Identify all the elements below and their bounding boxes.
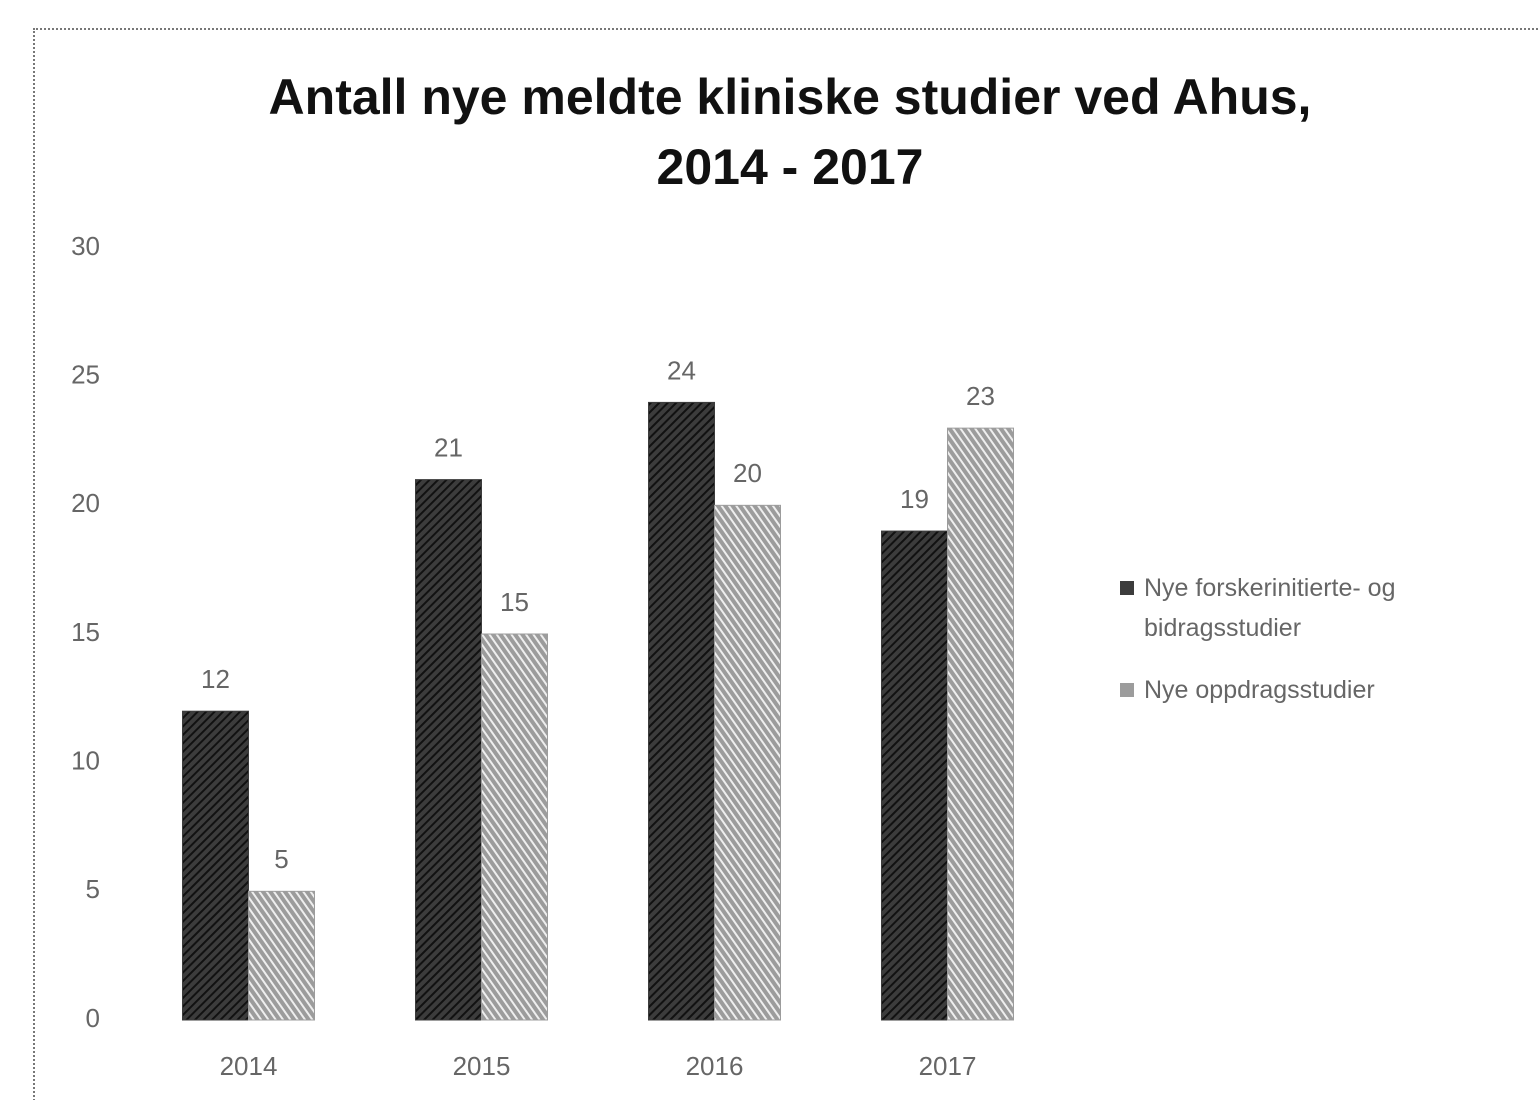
y-tick-label: 15 [71, 617, 100, 647]
data-label: 20 [733, 458, 762, 488]
legend-swatch [1120, 683, 1134, 697]
data-label: 24 [667, 355, 696, 385]
bar [182, 710, 249, 1021]
y-tick-label: 30 [71, 231, 100, 261]
x-tick-label: 2016 [686, 1051, 744, 1081]
bar [415, 479, 482, 1021]
y-tick-label: 5 [86, 874, 100, 904]
data-label: 19 [900, 484, 929, 514]
chart-frame [33, 28, 1540, 1100]
bar [714, 504, 781, 1021]
chart-title: Antall nye meldte kliniske studier ved A… [268, 69, 1312, 195]
bar [481, 633, 548, 1021]
bar [947, 427, 1014, 1021]
y-tick-label: 20 [71, 488, 100, 518]
data-label: 23 [966, 381, 995, 411]
bar [648, 401, 715, 1021]
legend-item: Nye oppdragsstudier [1120, 670, 1520, 710]
legend-label: Nye forskerinitierte- og bidragsstudier [1144, 574, 1396, 642]
legend-swatch [1120, 581, 1134, 595]
bar [248, 890, 315, 1021]
y-tick-label: 25 [71, 360, 100, 390]
data-label: 12 [201, 664, 230, 694]
x-tick-label: 2015 [453, 1051, 511, 1081]
data-label: 15 [500, 587, 529, 617]
x-tick-label: 2017 [919, 1051, 977, 1081]
y-tick-label: 10 [71, 746, 100, 776]
bar [881, 530, 948, 1021]
legend: Nye forskerinitierte- og bidragsstudier N… [1120, 568, 1520, 732]
data-label: 21 [434, 432, 463, 462]
legend-item: Nye forskerinitierte- og bidragsstudier [1120, 568, 1520, 648]
x-tick-label: 2014 [220, 1051, 278, 1081]
y-tick-label: 0 [86, 1003, 100, 1033]
data-label: 5 [274, 844, 288, 874]
legend-label: Nye oppdragsstudier [1144, 676, 1375, 704]
